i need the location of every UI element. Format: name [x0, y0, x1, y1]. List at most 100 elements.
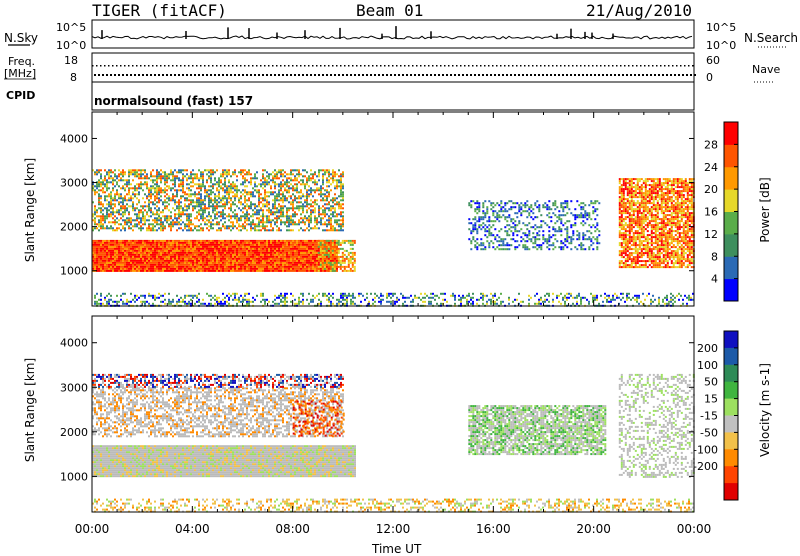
nave-dot [542, 74, 544, 76]
freq-label: Freq. [8, 56, 35, 67]
nave-dot [462, 74, 464, 76]
nave-dot [262, 74, 264, 76]
freq-dot [560, 65, 562, 67]
nave-dot [250, 74, 252, 76]
freq-dot [576, 65, 578, 67]
freq-dot [572, 65, 574, 67]
nsearch-bottom-label: 10^0 [706, 40, 736, 51]
freq-dot [684, 65, 686, 67]
freq-dot [604, 65, 606, 67]
freq-dot [448, 65, 450, 67]
freq-dot [372, 65, 374, 67]
nave-dot [470, 74, 472, 76]
x-tick-label: 00:00 [75, 522, 110, 536]
freq-dot [368, 65, 370, 67]
nsearch-top-label: 10^5 [706, 22, 736, 33]
freq-dot [636, 65, 638, 67]
nave-dot [190, 74, 192, 76]
x-tick-label: 04:00 [175, 522, 210, 536]
nave-dot [642, 74, 644, 76]
nave-dot [434, 74, 436, 76]
freq-dot [548, 65, 550, 67]
nave-dot [222, 74, 224, 76]
freq-dot [416, 65, 418, 67]
echo-region [318, 240, 356, 272]
nave-dot [546, 74, 548, 76]
nave-dot [678, 74, 680, 76]
velocity-colorbar-tick-label: -200 [693, 460, 718, 473]
freq-dot [480, 65, 482, 67]
nave-dot [302, 74, 304, 76]
freq-dot [420, 65, 422, 67]
nave-dot [170, 74, 172, 76]
nave-dot [358, 74, 360, 76]
freq-dot [496, 65, 498, 67]
nave-dot [294, 74, 296, 76]
nave-dot [674, 74, 676, 76]
nave-dot [254, 74, 256, 76]
nave-dot [590, 74, 592, 76]
y-tick-label: 2000 [60, 426, 88, 439]
nave-dot [466, 74, 468, 76]
nave-dot [330, 74, 332, 76]
nave-dot [446, 74, 448, 76]
freq-dot [108, 65, 110, 67]
power-ylabel: Slant Range [km] [24, 158, 36, 262]
nave-dot [134, 74, 136, 76]
freq-dot [104, 65, 106, 67]
freq-dot [292, 65, 294, 67]
nave-dot [442, 74, 444, 76]
freq-dot [488, 65, 490, 67]
velocity-colorbar-cell [724, 399, 738, 416]
nave-dot [582, 74, 584, 76]
nave-dot [110, 74, 112, 76]
strip-traces [4, 26, 786, 82]
freq-dot [192, 65, 194, 67]
nave-dot [482, 74, 484, 76]
freq-dot [332, 65, 334, 67]
freq-dot [492, 65, 494, 67]
freq-dot [244, 65, 246, 67]
velocity-colorbar-cell [724, 432, 738, 449]
nave-dot [426, 74, 428, 76]
power-colorbar-label: Power [dB] [759, 177, 771, 242]
nave-dot [346, 74, 348, 76]
velocity-colorbar-tick-label: 100 [697, 359, 718, 372]
nave-dot [166, 74, 168, 76]
power-colorbar-cell [724, 122, 738, 145]
echo-region [619, 178, 695, 268]
freq-dot [632, 65, 634, 67]
freq-dot [348, 65, 350, 67]
freq-dot [124, 65, 126, 67]
nave-dot [238, 74, 240, 76]
nave-dot [594, 74, 596, 76]
freq-dot [228, 65, 230, 67]
freq-dot [500, 65, 502, 67]
nave-dot [570, 74, 572, 76]
y-tick-label: 4000 [60, 132, 88, 145]
nave-dot [114, 74, 116, 76]
nave-dot [498, 74, 500, 76]
freq-dot [408, 65, 410, 67]
nave-dot [606, 74, 608, 76]
freq-dot [360, 65, 362, 67]
nave-dot [202, 74, 204, 76]
nave-dot [234, 74, 236, 76]
beam-title: Beam 01 [356, 3, 423, 19]
freq-dot [112, 65, 114, 67]
y-tick-label: 3000 [60, 381, 88, 394]
freq-dot [584, 65, 586, 67]
freq-dot [600, 65, 602, 67]
freq-dot [344, 65, 346, 67]
freq-dot [200, 65, 202, 67]
freq-dot [136, 65, 138, 67]
freq-dot [172, 65, 174, 67]
freq-dot [540, 65, 542, 67]
velocity-colorbar-cell [724, 365, 738, 382]
nave-dot [670, 74, 672, 76]
nave-dot [614, 74, 616, 76]
nave-dot [390, 74, 392, 76]
freq-dot [204, 65, 206, 67]
nave-dot [106, 74, 108, 76]
